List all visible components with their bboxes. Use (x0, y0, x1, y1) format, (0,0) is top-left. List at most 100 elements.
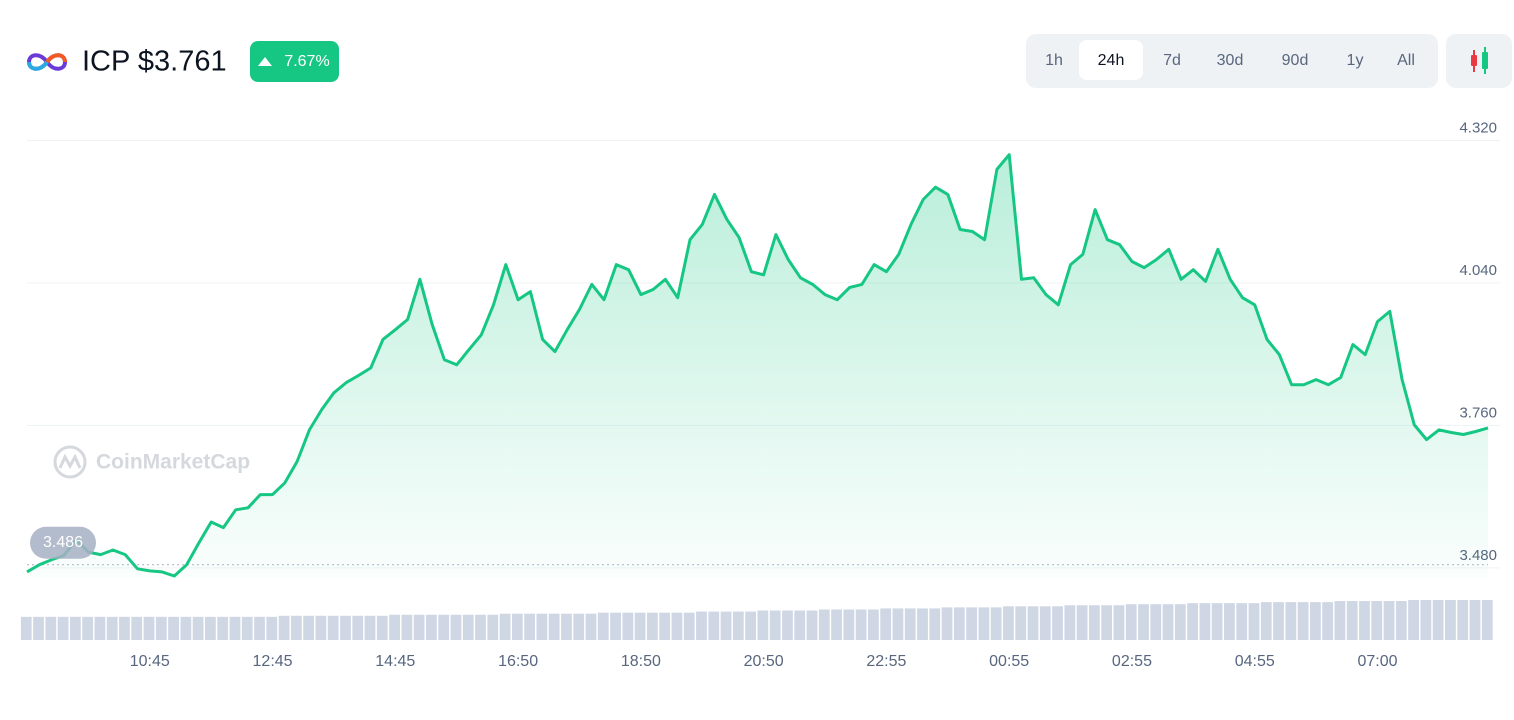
volume-bar (573, 613, 585, 640)
volume-bar (1248, 603, 1260, 640)
range-button[interactable]: All (1397, 52, 1415, 69)
volume-bar (1481, 600, 1493, 640)
chart-type-button[interactable] (1446, 34, 1512, 88)
range-button[interactable]: 24h (1098, 52, 1125, 69)
watermark: CoinMarketCap (53, 445, 250, 479)
volume-bar (1432, 600, 1444, 640)
volume-bar (438, 614, 450, 640)
volume-bar (1076, 605, 1088, 640)
volume-bar (1113, 605, 1125, 640)
price-area (27, 154, 1488, 578)
range-button[interactable]: 30d (1217, 52, 1244, 69)
volume-bar (364, 615, 376, 640)
volume-bar (487, 614, 499, 640)
volume-bar (266, 616, 278, 640)
volume-bar (622, 612, 634, 640)
range-button[interactable]: 7d (1163, 52, 1181, 69)
volume-bar (990, 607, 1002, 640)
volume-bar (1174, 604, 1186, 640)
volume-bar (953, 607, 965, 640)
volume-bar (917, 608, 928, 640)
range-button-active[interactable] (1079, 40, 1143, 80)
price-line (26, 153, 1489, 578)
volume-bar (831, 609, 842, 640)
volume-bar (315, 615, 327, 640)
volume-bar (929, 608, 941, 640)
volume-bar (855, 609, 867, 640)
volume-bar (352, 615, 364, 640)
volume-bar (880, 608, 892, 640)
volume-bar (33, 616, 44, 640)
volume-bar (143, 616, 155, 640)
volume-bar (254, 616, 265, 640)
asset-title: ICP $3.761 (82, 46, 227, 78)
volume-bar (205, 616, 216, 640)
volume-bar (548, 613, 560, 640)
volume-bar (732, 611, 744, 640)
volume-bar (978, 607, 990, 640)
change-badge (250, 41, 339, 82)
volume-bar (20, 616, 32, 640)
volume-bar (106, 616, 118, 640)
volume-bar (1260, 602, 1272, 640)
volume-bar (794, 610, 806, 640)
volume-bar (340, 615, 351, 640)
volume-bar (757, 610, 769, 640)
logo (26, 53, 68, 71)
volume-bar (671, 612, 683, 640)
x-tick-label: 12:45 (253, 653, 293, 670)
volume-bar (475, 614, 486, 640)
volume-bar (1322, 602, 1334, 640)
volume-bar (303, 615, 315, 640)
volume-bar (1297, 602, 1309, 640)
volume-bar (131, 616, 143, 640)
volume-bar (634, 612, 646, 640)
volume-bar (45, 616, 57, 640)
volume-bar (524, 613, 536, 640)
volume-bar (499, 613, 511, 640)
volume-bar (806, 610, 818, 640)
volume-bar (82, 616, 94, 640)
volume-bar (327, 615, 339, 640)
volume-bar (966, 607, 977, 640)
volume-bar (1285, 602, 1297, 640)
volume-bar (585, 613, 597, 640)
volume-bar (462, 614, 474, 640)
volume-bar (1101, 605, 1113, 640)
range-button[interactable]: 1h (1045, 52, 1063, 69)
y-tick-label: 4.040 (1459, 262, 1497, 279)
volume-bar (683, 612, 695, 640)
volume-bar (647, 612, 658, 640)
volume-bar (769, 610, 781, 640)
volume-bar (241, 616, 253, 640)
volume-bar (401, 614, 413, 640)
change-value: 7.67% (284, 53, 329, 70)
volume-bar (659, 612, 671, 640)
volume-bar (536, 613, 548, 640)
range-button[interactable]: 90d (1282, 52, 1309, 69)
baseline-badge (30, 526, 96, 559)
volume-bar (904, 608, 916, 640)
volume-bar (745, 611, 756, 640)
volume-bar (180, 616, 192, 640)
volume-bar (1457, 600, 1469, 640)
volume-bar (278, 615, 290, 640)
volume-bar (1150, 604, 1162, 640)
range-button[interactable]: 1y (1347, 52, 1364, 69)
volume-bar (1199, 603, 1211, 640)
watermark-text: CoinMarketCap (96, 451, 250, 474)
volume-bar (94, 616, 106, 640)
volume-bar (1346, 601, 1358, 640)
up-arrow (258, 57, 272, 66)
volume-bar (1395, 601, 1407, 640)
x-tick-label: 20:50 (744, 653, 784, 670)
volume-bar (561, 613, 572, 640)
volume-bar (376, 615, 388, 640)
volume-bar (1064, 605, 1076, 640)
volume-bar (1273, 602, 1284, 640)
volume-bar (1003, 606, 1014, 640)
volume-bar (782, 610, 793, 640)
volume-bar (720, 611, 732, 640)
volume-bar (69, 616, 81, 640)
